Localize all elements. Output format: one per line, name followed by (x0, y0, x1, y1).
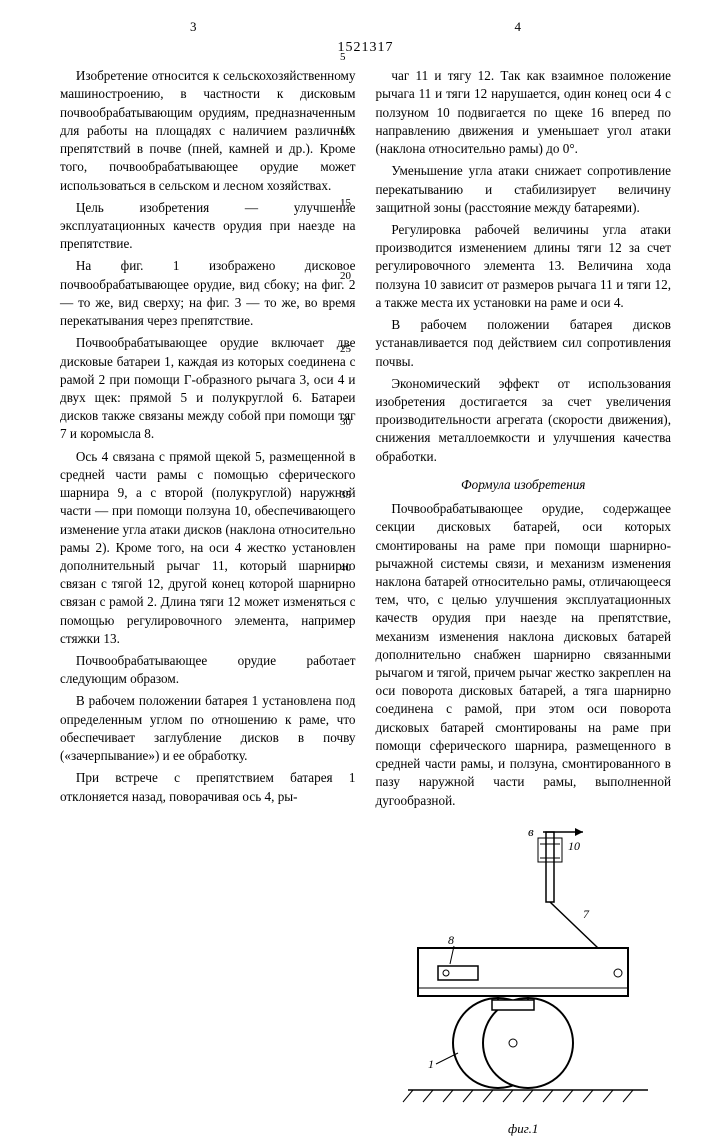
para: Цель изобретения — улучшение эксплуатаци… (60, 199, 356, 254)
para: Почвообрабатывающее орудие включает две … (60, 334, 356, 443)
para: На фиг. 1 изображено дисковое почвообраб… (60, 257, 356, 330)
left-column: Изобретение относится к сельскохозяйстве… (60, 67, 356, 1137)
fig-label: 7 (583, 907, 590, 921)
formula-heading: Формула изобретения (376, 476, 672, 494)
figure-1: в 10 7 8 (376, 818, 672, 1118)
figure-caption: фиг.1 (376, 1120, 672, 1138)
para: Изобретение относится к сельскохозяйстве… (60, 67, 356, 195)
line-num: 5 (340, 52, 351, 63)
para: При встрече с препятствием батарея 1 отк… (60, 769, 356, 805)
para: Ось 4 связана с прямой щекой 5, размещен… (60, 448, 356, 648)
line-num: 35 (340, 490, 351, 501)
line-num: 15 (340, 198, 351, 209)
line-num: 25 (340, 344, 351, 355)
page-number-left: 3 (190, 18, 197, 36)
para: В рабочем положении батарея 1 установлен… (60, 692, 356, 765)
document-number: 1521317 (60, 38, 671, 57)
right-column: чаг 11 и тягу 12. Так как взаимное полож… (376, 67, 672, 1137)
formula-text: Почвообрабатывающее орудие, содержащее с… (376, 500, 672, 810)
line-numbers: 5 10 15 20 25 30 35 40 (340, 52, 351, 636)
para: Уменьшение угла атаки снижает сопротивле… (376, 162, 672, 217)
line-num: 40 (340, 563, 351, 574)
line-num: 20 (340, 271, 351, 282)
figure-svg: в 10 7 8 (388, 818, 658, 1118)
line-num: 30 (340, 417, 351, 428)
para: Почвообрабатывающее орудие работает след… (60, 652, 356, 688)
page-number-right: 4 (515, 18, 522, 36)
fig-label: 1 (428, 1057, 434, 1071)
line-num: 10 (340, 125, 351, 136)
para: Экономический эффект от использования из… (376, 375, 672, 466)
para: чаг 11 и тягу 12. Так как взаимное полож… (376, 67, 672, 158)
para: В рабочем положении батарея дисков устан… (376, 316, 672, 371)
para: Регулировка рабочей величины угла атаки … (376, 221, 672, 312)
svg-text:в: в (528, 824, 534, 839)
fig-label: 10 (568, 839, 580, 853)
fig-label: 8 (448, 933, 454, 947)
